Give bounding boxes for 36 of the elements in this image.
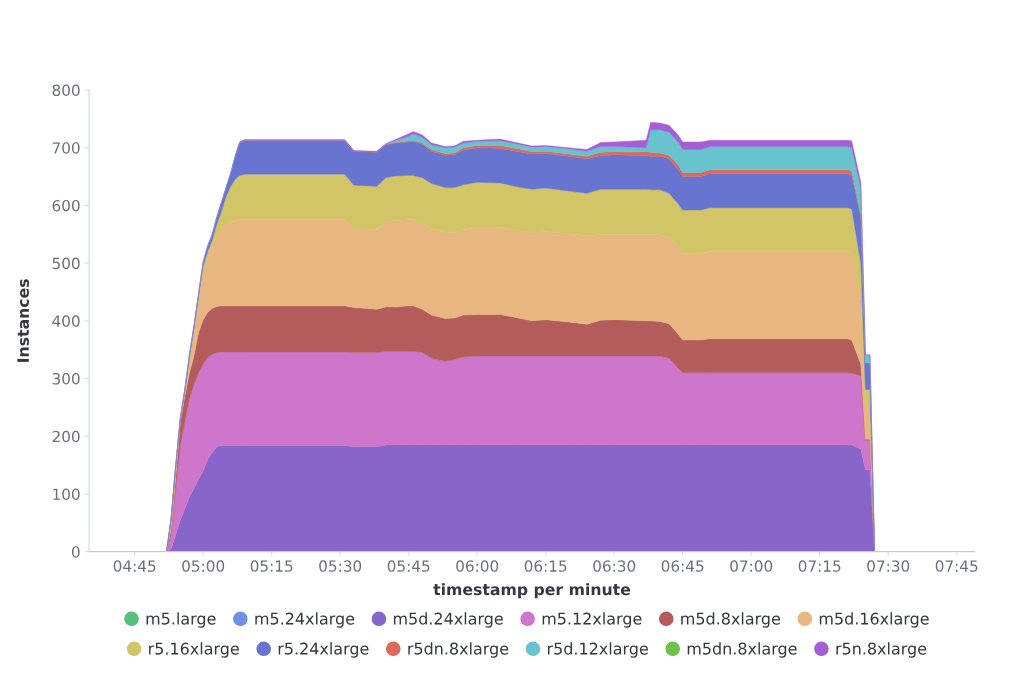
x-tick-label: 07:15: [798, 560, 841, 572]
x-tick-label: 05:45: [387, 560, 430, 572]
y-axis-title: Instances: [17, 279, 30, 362]
legend-label: r5.24xlarge: [278, 642, 369, 658]
legend-label: r5.16xlarge: [149, 642, 239, 658]
x-tick-label: 05:15: [250, 560, 293, 572]
x-tick-label: 06:45: [661, 560, 704, 572]
y-tick-label: 600: [52, 199, 80, 212]
x-tick-label: 05:00: [182, 560, 225, 572]
legend-label: r5d.12xlarge: [548, 642, 648, 658]
x-axis-title: timestamp per minute: [433, 583, 631, 599]
x-tick-label: 06:15: [524, 560, 567, 572]
legend-label: m5d.16xlarge: [819, 612, 929, 628]
y-tick-label: 700: [52, 142, 80, 154]
legend-label: m5.24xlarge: [255, 612, 355, 628]
y-tick-label: 500: [52, 257, 80, 270]
legend-label: m5d.8xlarge: [681, 612, 780, 628]
legend-label: m5.12xlarge: [542, 612, 642, 628]
y-tick-label: 800: [52, 84, 80, 97]
legend-label: m5.large: [146, 612, 216, 628]
x-tick-label: 07:45: [935, 560, 978, 572]
x-tick-label: 07:00: [730, 560, 773, 572]
legend-label: r5n.8xlarge: [836, 642, 927, 658]
y-tick-label: 100: [53, 488, 80, 501]
x-tick-label: 06:30: [593, 560, 636, 572]
y-tick-label: 400: [52, 315, 80, 327]
legend-label: m5d.24xlarge: [393, 612, 503, 628]
x-tick-label: 06:00: [456, 560, 499, 572]
legend-label: r5dn.8xlarge: [408, 642, 509, 658]
x-tick-label: 04:45: [113, 560, 156, 572]
y-tick-label: 0: [71, 546, 80, 558]
y-tick-label: 300: [52, 373, 80, 385]
x-tick-label: 07:30: [867, 560, 910, 572]
x-tick-label: 05:30: [319, 560, 362, 572]
y-tick-label: 200: [52, 430, 80, 443]
legend-label: m5dn.8xlarge: [687, 642, 797, 658]
